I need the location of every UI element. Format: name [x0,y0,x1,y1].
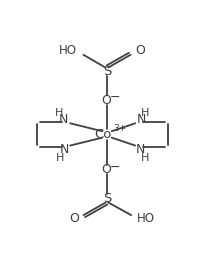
Text: H: H [141,108,150,118]
Text: HO: HO [59,44,77,57]
Text: S: S [103,192,111,205]
Text: 3+: 3+ [113,124,126,133]
Text: S: S [103,65,111,78]
Text: O: O [69,212,79,225]
Text: N: N [59,113,68,126]
Text: N: N [136,143,146,156]
Text: N: N [137,113,146,126]
Text: O: O [135,44,145,57]
Text: −: − [110,91,120,104]
Text: −: − [110,161,120,174]
Text: Co: Co [94,128,112,141]
Text: H: H [141,153,149,163]
Text: N: N [59,143,69,156]
Text: O: O [101,163,111,176]
Text: H: H [55,108,63,118]
Text: O: O [101,94,111,107]
Text: HO: HO [137,212,155,225]
Text: H: H [56,153,64,163]
